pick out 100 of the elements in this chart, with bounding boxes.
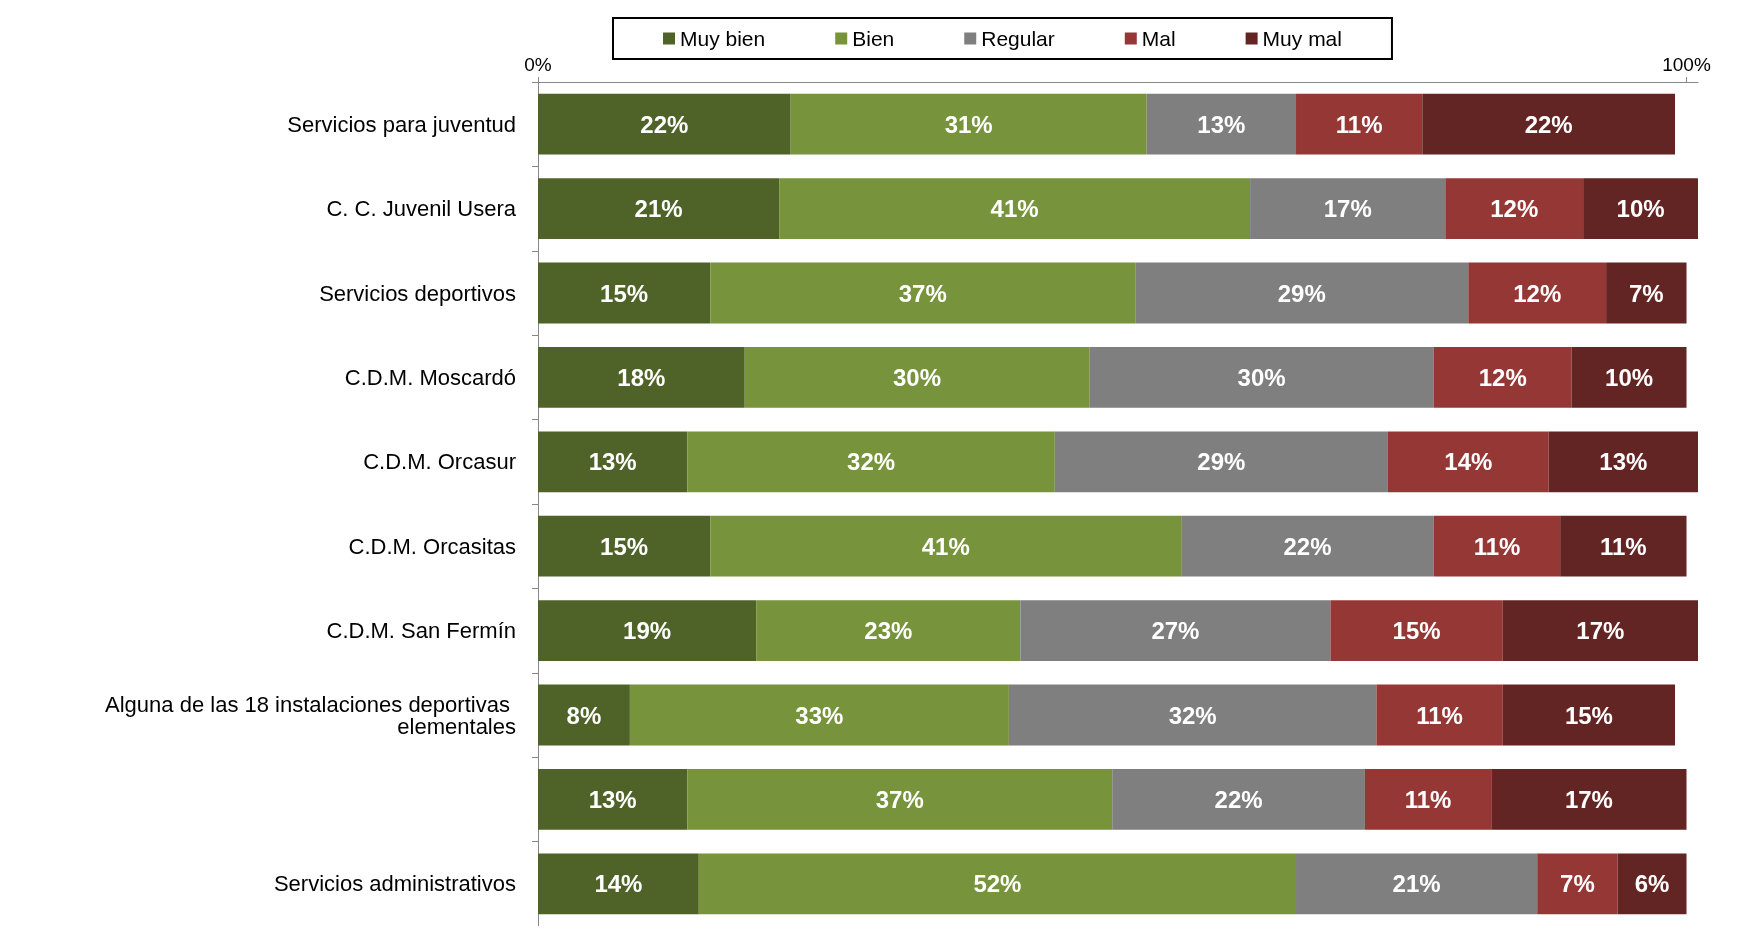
bar bbox=[538, 515, 711, 577]
bar bbox=[698, 853, 1297, 915]
bar bbox=[538, 262, 711, 324]
data-label: 11% bbox=[1335, 110, 1383, 138]
data-label: 8% bbox=[566, 701, 602, 729]
data-label: 30% bbox=[1237, 363, 1286, 391]
bar bbox=[1491, 769, 1687, 830]
bar bbox=[1617, 853, 1687, 915]
data-label: 10% bbox=[1616, 195, 1665, 223]
data-label: 12% bbox=[1478, 363, 1527, 391]
data-label: 27% bbox=[1151, 617, 1200, 645]
y-tick-label: C.D.M. Orcasitas bbox=[348, 533, 516, 559]
data-label: 22% bbox=[1214, 785, 1263, 813]
data-label: 37% bbox=[875, 785, 924, 813]
data-label: 12% bbox=[1490, 195, 1539, 223]
data-label: 19% bbox=[623, 617, 672, 645]
legend-label: Muy mal bbox=[1262, 27, 1342, 50]
bar bbox=[1135, 262, 1469, 324]
bar bbox=[1250, 178, 1446, 239]
data-label: 32% bbox=[847, 448, 896, 476]
bar bbox=[1537, 853, 1618, 915]
data-label: 14% bbox=[1444, 448, 1493, 476]
data-label: 7% bbox=[1628, 279, 1664, 307]
y-tick-label: C.D.M. San Fermín bbox=[326, 618, 516, 644]
bar bbox=[1296, 93, 1423, 155]
data-label: 11% bbox=[1416, 701, 1463, 729]
bar bbox=[1112, 769, 1365, 830]
bar bbox=[1468, 262, 1607, 324]
bar bbox=[1008, 684, 1377, 746]
legend-label: Muy bien bbox=[680, 27, 766, 50]
bar bbox=[744, 347, 1090, 408]
data-label: 15% bbox=[1392, 617, 1441, 645]
bar bbox=[1560, 515, 1687, 577]
data-label: 23% bbox=[864, 617, 913, 645]
bar bbox=[1445, 178, 1584, 239]
data-label: 41% bbox=[990, 195, 1039, 223]
bar bbox=[538, 684, 630, 746]
data-label: 13% bbox=[1197, 110, 1246, 138]
data-label: 15% bbox=[600, 279, 649, 307]
data-label: 22% bbox=[1524, 110, 1573, 138]
data-label: 17% bbox=[1564, 785, 1613, 813]
data-label: 33% bbox=[795, 701, 844, 729]
bar bbox=[1502, 684, 1676, 746]
data-label: 13% bbox=[588, 448, 637, 476]
bar bbox=[687, 431, 1055, 493]
y-tick-label: Servicios deportivos bbox=[319, 280, 516, 306]
y-tick-label: C.D.M. Orcasur bbox=[363, 449, 516, 475]
bar bbox=[1606, 262, 1687, 324]
y-tick-label: Servicios para juventud bbox=[287, 111, 516, 137]
data-label: 32% bbox=[1168, 701, 1217, 729]
bar bbox=[710, 515, 1182, 577]
bar bbox=[538, 600, 757, 661]
y-tick-label: Servicios administrativos bbox=[273, 871, 516, 897]
bar bbox=[538, 431, 688, 493]
data-label: 14% bbox=[594, 870, 643, 898]
data-label: 37% bbox=[898, 279, 947, 307]
bar bbox=[1583, 178, 1698, 239]
y-tick-label: C. C. Juvenil Usera bbox=[326, 196, 517, 222]
bar bbox=[1364, 769, 1492, 830]
data-label: 30% bbox=[892, 363, 942, 391]
bar bbox=[1089, 347, 1434, 408]
bar bbox=[687, 769, 1113, 830]
data-label: 29% bbox=[1197, 448, 1246, 476]
legend-label: Mal bbox=[1141, 27, 1176, 50]
data-label: 22% bbox=[640, 110, 689, 138]
data-label: 11% bbox=[1473, 532, 1521, 560]
data-label: 10% bbox=[1605, 363, 1654, 391]
data-label: 7% bbox=[1560, 870, 1595, 898]
bar bbox=[1387, 431, 1549, 493]
bar bbox=[779, 178, 1251, 239]
y-tick-label: C.D.M. Moscardó bbox=[344, 364, 516, 390]
bar bbox=[790, 93, 1147, 155]
data-label: 12% bbox=[1513, 279, 1562, 307]
bar bbox=[1548, 431, 1698, 493]
data-label: 41% bbox=[921, 532, 970, 560]
data-label: 31% bbox=[944, 110, 993, 138]
bar bbox=[538, 769, 688, 830]
bar bbox=[538, 93, 791, 155]
bar bbox=[1181, 515, 1434, 577]
bar bbox=[1146, 93, 1297, 155]
data-label: 6% bbox=[1634, 870, 1670, 898]
data-label: 15% bbox=[600, 532, 649, 560]
bar bbox=[1422, 93, 1676, 155]
data-label: 11% bbox=[1599, 532, 1647, 560]
bar bbox=[1571, 347, 1687, 408]
data-label: 18% bbox=[617, 363, 666, 391]
bar bbox=[1502, 600, 1698, 661]
data-label: 17% bbox=[1323, 195, 1372, 223]
legend-label: Regular bbox=[981, 27, 1055, 50]
bar bbox=[538, 853, 699, 915]
data-label: 11% bbox=[1404, 785, 1452, 813]
legend-label: Bien bbox=[852, 27, 895, 50]
data-label: 17% bbox=[1576, 617, 1625, 645]
data-label: 13% bbox=[588, 785, 637, 813]
bar bbox=[1376, 684, 1503, 746]
data-label: 22% bbox=[1283, 532, 1332, 560]
data-label: 21% bbox=[634, 195, 683, 223]
y-tick-label: Alguna de las 18 instalaciones deportivas elementales bbox=[105, 691, 516, 739]
x-tick-label: 100% bbox=[1662, 54, 1711, 75]
data-label: 52% bbox=[973, 870, 1022, 898]
